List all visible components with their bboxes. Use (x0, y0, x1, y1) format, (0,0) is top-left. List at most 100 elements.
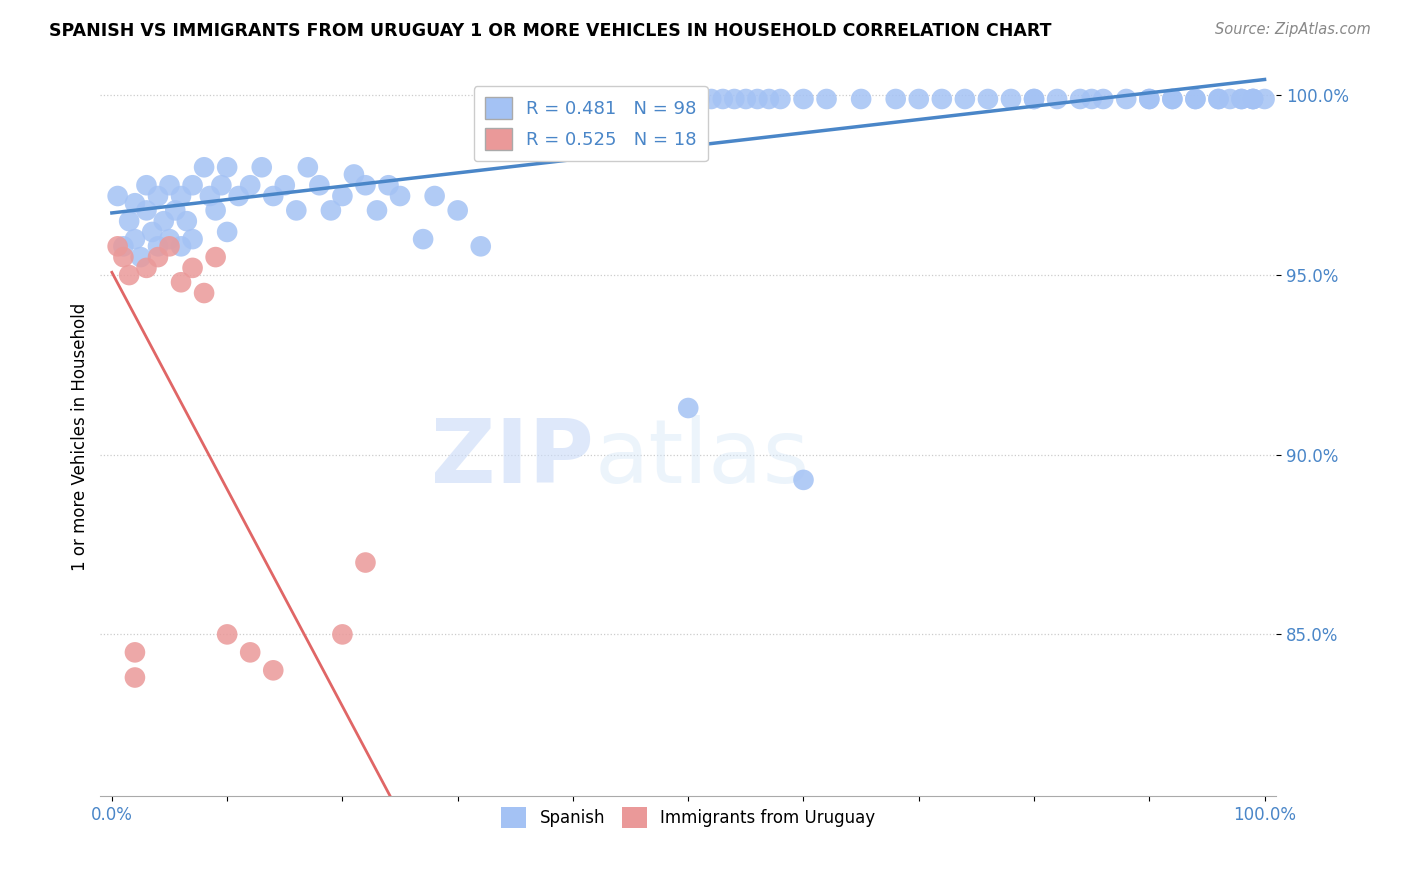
Point (170, 275, 193, 289)
Text: atlas: atlas (595, 415, 810, 502)
Point (700, 92, 723, 106)
Point (141, 225, 163, 239)
Point (170, 239, 193, 253)
Point (538, 92, 561, 106)
Point (631, 92, 654, 106)
Point (1230, 92, 1253, 106)
Point (239, 645, 262, 659)
Point (118, 268, 141, 282)
Point (170, 189, 193, 203)
Point (849, 92, 872, 106)
Point (135, 260, 157, 275)
Point (354, 556, 377, 570)
Point (308, 178, 330, 193)
Y-axis label: 1 or more Vehicles in Household: 1 or more Vehicles in Household (72, 302, 89, 571)
Point (332, 189, 354, 203)
Point (470, 239, 492, 253)
Point (516, 92, 538, 106)
Point (217, 161, 239, 175)
Point (209, 178, 232, 193)
Point (124, 671, 146, 685)
Point (181, 232, 204, 246)
Point (1046, 92, 1069, 106)
Point (124, 645, 146, 659)
Point (977, 92, 1000, 106)
Point (159, 239, 181, 253)
Point (1184, 92, 1206, 106)
Point (1241, 92, 1264, 106)
Point (135, 178, 157, 193)
Point (181, 260, 204, 275)
Point (159, 232, 181, 246)
Point (792, 92, 814, 106)
Point (285, 203, 308, 218)
Point (1022, 92, 1045, 106)
Point (412, 232, 434, 246)
Text: Source: ZipAtlas.com: Source: ZipAtlas.com (1215, 22, 1371, 37)
Point (112, 250, 135, 264)
Point (1115, 92, 1137, 106)
Point (228, 189, 250, 203)
Point (107, 239, 129, 253)
Point (1022, 92, 1045, 106)
Point (159, 178, 181, 193)
Point (654, 92, 676, 106)
Point (389, 189, 412, 203)
Point (181, 178, 204, 193)
Text: SPANISH VS IMMIGRANTS FROM URUGUAY 1 OR MORE VEHICLES IN HOUSEHOLD CORRELATION C: SPANISH VS IMMIGRANTS FROM URUGUAY 1 OR … (49, 22, 1052, 40)
Point (165, 203, 187, 218)
Point (585, 92, 607, 106)
Point (1092, 92, 1115, 106)
Point (297, 161, 319, 175)
Point (931, 92, 953, 106)
Point (262, 189, 284, 203)
Point (343, 168, 366, 182)
Point (711, 92, 734, 106)
Point (1208, 92, 1230, 106)
Point (676, 92, 699, 106)
Point (1080, 92, 1102, 106)
Point (505, 92, 527, 106)
Point (676, 92, 699, 106)
Point (204, 203, 226, 218)
Point (274, 178, 297, 193)
Point (107, 189, 129, 203)
Point (204, 250, 226, 264)
Point (129, 250, 152, 264)
Point (665, 92, 688, 106)
Point (447, 203, 470, 218)
Point (1241, 92, 1264, 106)
Point (907, 92, 929, 106)
Point (1069, 92, 1091, 106)
Point (676, 401, 699, 415)
Point (1219, 92, 1241, 106)
Point (198, 189, 221, 203)
Point (146, 239, 169, 253)
Point (366, 203, 388, 218)
Point (1000, 92, 1022, 106)
Point (758, 92, 780, 106)
Point (217, 225, 239, 239)
Point (792, 473, 814, 487)
Point (423, 189, 446, 203)
Point (1161, 92, 1184, 106)
Point (1161, 92, 1184, 106)
Point (250, 161, 273, 175)
Point (884, 92, 907, 106)
Point (689, 92, 711, 106)
Point (815, 92, 838, 106)
Point (193, 286, 215, 301)
Point (332, 627, 354, 641)
Point (747, 92, 769, 106)
Point (734, 92, 756, 106)
Point (1137, 92, 1160, 106)
Point (112, 239, 135, 253)
Point (1184, 92, 1206, 106)
Point (176, 214, 198, 228)
Point (1253, 92, 1275, 106)
Point (769, 92, 792, 106)
Point (723, 92, 745, 106)
Point (377, 178, 399, 193)
Point (135, 203, 157, 218)
Point (124, 196, 146, 211)
